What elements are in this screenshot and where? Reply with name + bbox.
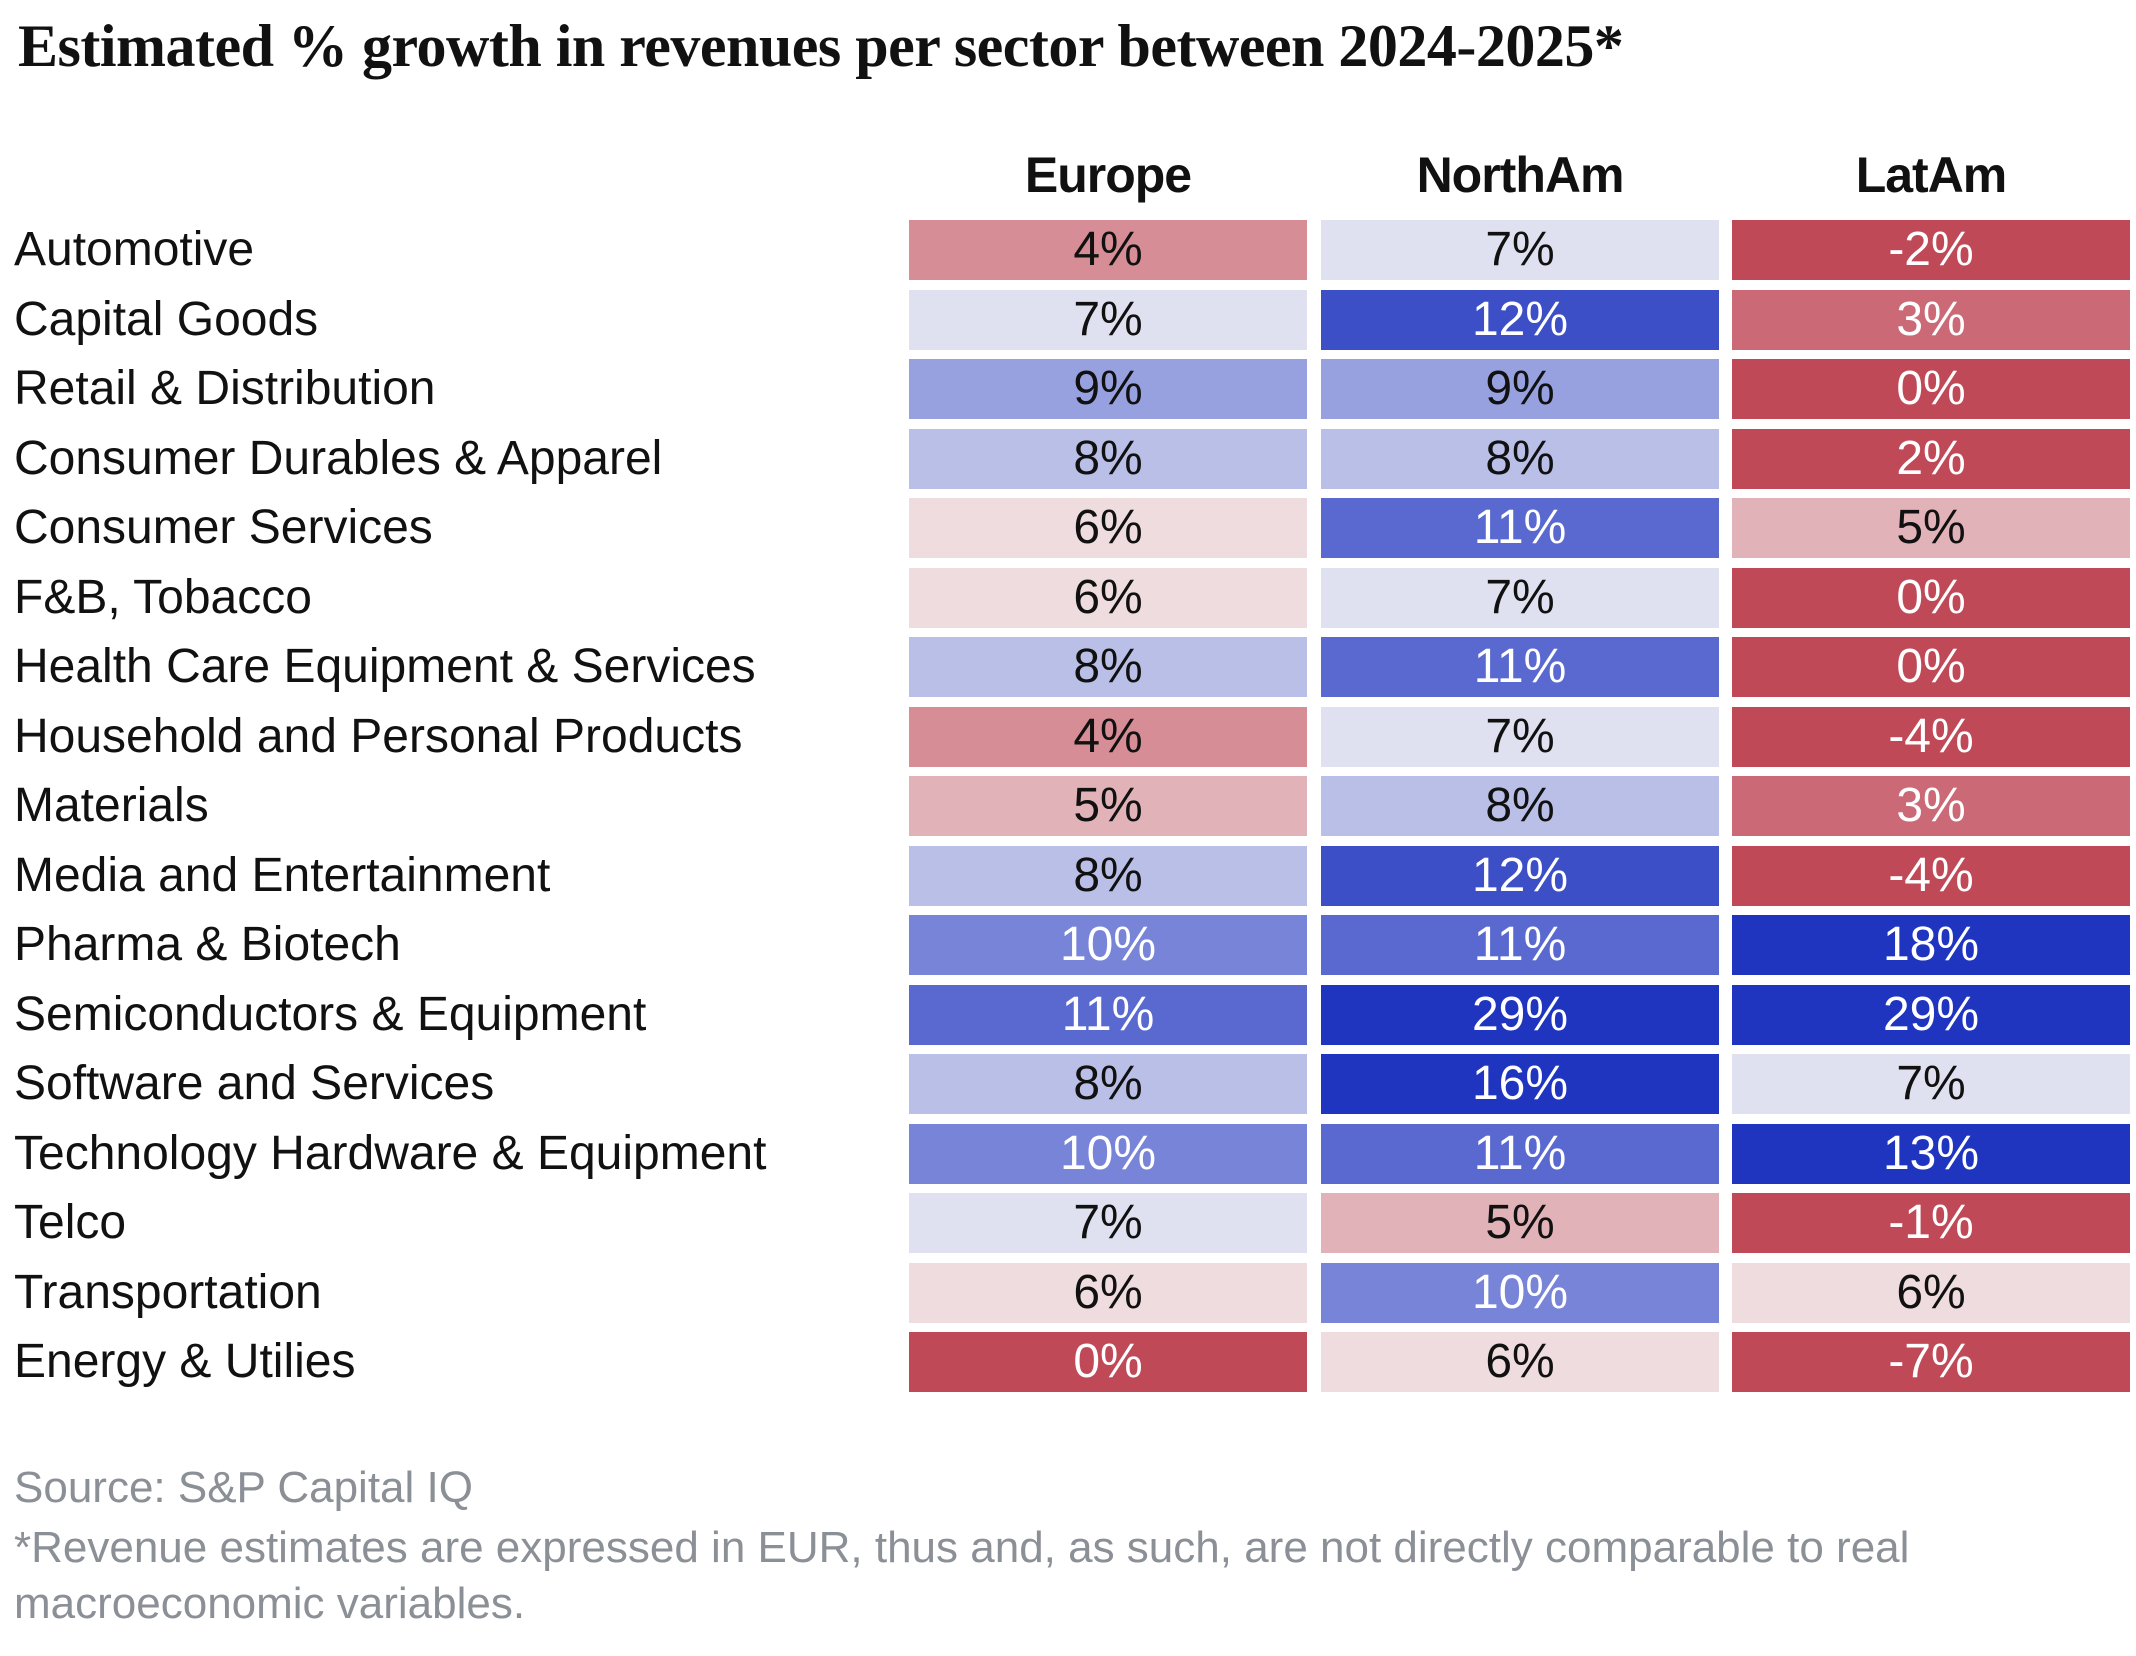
row-label: Automotive bbox=[14, 223, 255, 276]
heatmap-cell: 18% bbox=[1732, 915, 2130, 975]
heatmap-cell: 11% bbox=[1321, 1123, 1719, 1184]
chart-title: Estimated % growth in revenues per secto… bbox=[18, 13, 1624, 79]
column-header-latam: LatAm bbox=[1855, 147, 2008, 203]
row-label: Telco bbox=[14, 1196, 127, 1249]
column-header-europe: Europe bbox=[1024, 147, 1192, 203]
heatmap-cell: 6% bbox=[909, 498, 1307, 558]
heatmap-cell: 11% bbox=[1321, 498, 1719, 558]
row-label: Media and Entertainment bbox=[14, 848, 551, 902]
row-label: Transportation bbox=[14, 1265, 322, 1319]
heatmap-cell: 9% bbox=[1321, 359, 1719, 419]
row-label: Capital Goods bbox=[14, 292, 319, 346]
heatmap-cell: 11% bbox=[909, 984, 1307, 1045]
heatmap-cell: 12% bbox=[1321, 845, 1719, 906]
row-label: Consumer Durables & Apparel bbox=[14, 431, 663, 485]
heatmap-cell: 6% bbox=[909, 567, 1307, 628]
heatmap-cell: 9% bbox=[909, 359, 1307, 419]
heatmap-cell: -2% bbox=[1732, 220, 2130, 280]
heatmap-cell: 8% bbox=[909, 428, 1307, 489]
row-label: Health Care Equipment & Services bbox=[14, 640, 756, 693]
heatmap-cell: 29% bbox=[1321, 984, 1719, 1045]
heatmap-cell: 6% bbox=[909, 1262, 1307, 1323]
heatmap-cell: 11% bbox=[1321, 915, 1719, 975]
heatmap-cell: 3% bbox=[1732, 776, 2130, 836]
row-label: Software and Services bbox=[14, 1057, 495, 1110]
row-label: Semiconductors & Equipment bbox=[14, 987, 647, 1041]
heatmap-cell: 0% bbox=[909, 1332, 1307, 1392]
row-label: Pharma & Biotech bbox=[14, 918, 401, 971]
heatmap-cell: 4% bbox=[909, 220, 1307, 280]
heatmap-cell: -4% bbox=[1732, 706, 2130, 767]
heatmap-cell: 8% bbox=[909, 845, 1307, 906]
heatmap-cell: 3% bbox=[1732, 289, 2130, 350]
heatmap-cell: 8% bbox=[1321, 776, 1719, 836]
heatmap-cell: 7% bbox=[1321, 706, 1719, 767]
heatmap-cell: 13% bbox=[1732, 1123, 2130, 1184]
heatmap-cell: 0% bbox=[1732, 359, 2130, 419]
row-label: Technology Hardware & Equipment bbox=[14, 1126, 767, 1180]
source-note: Source: S&P Capital IQ bbox=[14, 1463, 473, 1512]
heatmap-cell: 10% bbox=[1321, 1262, 1719, 1323]
heatmap-cell: 8% bbox=[1321, 428, 1719, 489]
heatmap-cell: 8% bbox=[909, 637, 1307, 697]
column-header-northam: NorthAm bbox=[1416, 147, 1625, 203]
row-label: F&B, Tobacco bbox=[14, 570, 312, 624]
heatmap-cell: 7% bbox=[1732, 1054, 2130, 1114]
heatmap: Europe NorthAm LatAm Automotive 4% 7% -2% Capit… bbox=[0, 130, 2136, 1410]
heatmap-cell: 5% bbox=[1732, 498, 2130, 558]
heatmap-cell: 4% bbox=[909, 706, 1307, 767]
heatmap-cell: 16% bbox=[1321, 1054, 1719, 1114]
heatmap-cell: -7% bbox=[1732, 1332, 2130, 1392]
row-label: Materials bbox=[14, 779, 209, 832]
heatmap-cell: 5% bbox=[909, 776, 1307, 836]
heatmap-cell: 0% bbox=[1732, 567, 2130, 628]
heatmap-cell: 29% bbox=[1732, 984, 2130, 1045]
heatmap-cell: 10% bbox=[909, 1123, 1307, 1184]
heatmap-cell: 0% bbox=[1732, 637, 2130, 697]
heatmap-cell: 10% bbox=[909, 915, 1307, 975]
heatmap-cell: 11% bbox=[1321, 637, 1719, 697]
heatmap-cell: 12% bbox=[1321, 289, 1719, 350]
heatmap-cell: 7% bbox=[909, 1193, 1307, 1253]
heatmap-cell: 5% bbox=[1321, 1193, 1719, 1253]
row-label: Energy & Utilies bbox=[14, 1335, 356, 1388]
heatmap-cell: 2% bbox=[1732, 428, 2130, 489]
heatmap-cell: -1% bbox=[1732, 1193, 2130, 1253]
row-label: Consumer Services bbox=[14, 501, 433, 554]
heatmap-cell: 6% bbox=[1321, 1332, 1719, 1392]
heatmap-cell: 6% bbox=[1732, 1262, 2130, 1323]
row-label: Retail & Distribution bbox=[14, 362, 436, 415]
heatmap-cell: 7% bbox=[1321, 220, 1719, 280]
footnote: *Revenue estimates are expressed in EUR,… bbox=[14, 1523, 1910, 1628]
heatmap-cell: 8% bbox=[909, 1054, 1307, 1114]
heatmap-cell: 7% bbox=[1321, 567, 1719, 628]
row-label: Household and Personal Products bbox=[14, 709, 743, 763]
heatmap-cell: -4% bbox=[1732, 845, 2130, 906]
heatmap-cell: 7% bbox=[909, 289, 1307, 350]
